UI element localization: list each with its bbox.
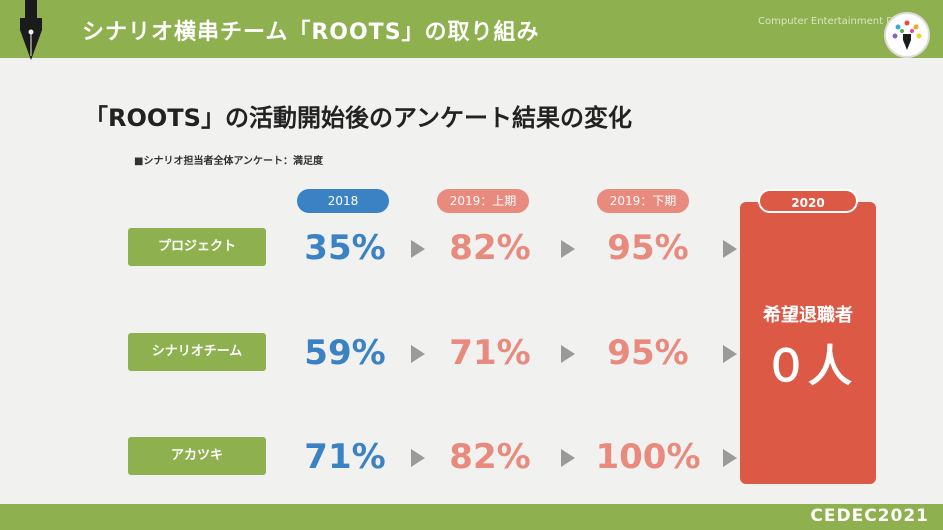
arrow-right-icon (561, 240, 575, 258)
org-name: Computer Entertainment D (758, 16, 894, 27)
page-title: シナリオ横串チーム「ROOTS」の取り組み (82, 20, 540, 45)
year-pill-2020: 2020 (758, 189, 858, 213)
arrow-right-icon (723, 449, 737, 467)
row-project-value-2019a: 82% (449, 228, 531, 268)
survey-note: ■シナリオ担当者全体アンケート：満足度 (134, 156, 324, 167)
year-pill-2019-first-half: 2019：上期 (437, 189, 529, 213)
arrow-right-icon (561, 345, 575, 363)
arrow-right-icon (723, 240, 737, 258)
result-box-2020 (740, 202, 876, 484)
row-label-project: プロジェクト (128, 228, 266, 266)
header-bar (0, 0, 943, 58)
row-akatsuki-value-2018: 71% (304, 437, 386, 477)
row-label-akatsuki: アカツキ (128, 437, 266, 475)
cedec-badge-icon (884, 12, 930, 58)
row-scenario-team-value-2018: 59% (304, 333, 386, 373)
arrow-right-icon (411, 449, 425, 467)
result-label: 希望退職者 (763, 305, 853, 326)
arrow-right-icon (411, 345, 425, 363)
year-pill-2019-second-half: 2019：下期 (597, 189, 689, 213)
footer-bar (0, 504, 943, 530)
row-project-value-2018: 35% (304, 228, 386, 268)
fountain-pen-nib-icon (20, 0, 42, 60)
row-scenario-team-value-2019a: 71% (449, 333, 531, 373)
arrow-right-icon (561, 449, 575, 467)
row-akatsuki-value-2019a: 82% (449, 437, 531, 477)
arrow-right-icon (723, 345, 737, 363)
result-value: ０人 (764, 341, 852, 392)
row-akatsuki-value-2019b: 100% (595, 437, 701, 477)
year-pill-2018: 2018 (297, 189, 389, 213)
row-label-scenario-team: シナリオチーム (128, 333, 266, 371)
slide-subtitle: 「ROOTS」の活動開始後のアンケート結果の変化 (84, 104, 632, 132)
row-project-value-2019b: 95% (607, 228, 689, 268)
cedec-logo: CEDEC2021 (810, 506, 929, 526)
arrow-right-icon (411, 240, 425, 258)
row-scenario-team-value-2019b: 95% (607, 333, 689, 373)
